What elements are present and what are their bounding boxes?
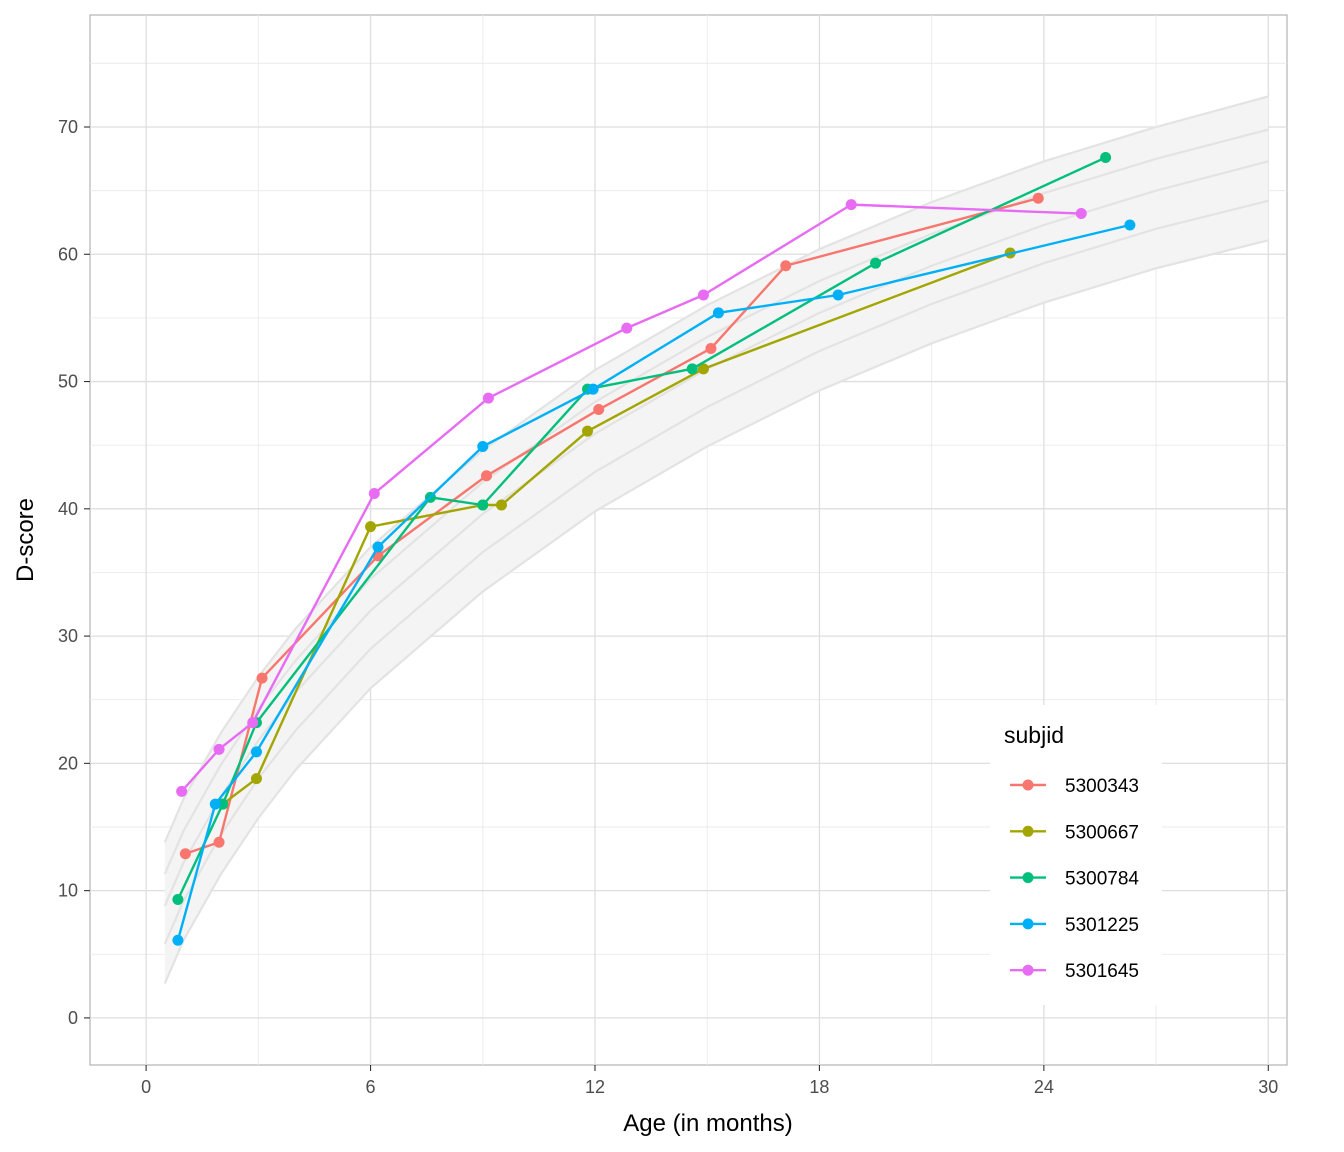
- data-point: [482, 392, 494, 404]
- y-axis-ticks: 0 10 20 30 40 50 60 70: [58, 117, 90, 1028]
- legend-label: 5300784: [1065, 869, 1139, 890]
- y-tick-label: 20: [58, 753, 78, 773]
- data-point: [1100, 152, 1112, 164]
- y-axis-title: D-score: [12, 498, 39, 582]
- data-point: [368, 488, 380, 500]
- data-point: [365, 521, 377, 533]
- data-point: [593, 404, 605, 416]
- series-5301645: [176, 199, 1087, 797]
- data-point: [712, 307, 724, 319]
- reference-curve: [163, 239, 1269, 984]
- legend-key-point: [1022, 872, 1034, 884]
- data-point: [372, 541, 384, 553]
- legend-key-point: [1022, 964, 1034, 976]
- data-point: [845, 199, 857, 211]
- data-point: [247, 717, 259, 729]
- data-point: [176, 785, 188, 797]
- data-point: [209, 798, 221, 810]
- y-tick-label: 50: [58, 372, 78, 392]
- series-5301225: [172, 219, 1136, 946]
- legend-item: 5300784: [1010, 869, 1139, 890]
- x-tick-label: 18: [809, 1077, 829, 1097]
- data-point: [213, 743, 225, 755]
- legend-key-point: [1022, 779, 1034, 791]
- series-layer: [172, 152, 1136, 946]
- data-point: [256, 672, 268, 684]
- data-point: [172, 894, 184, 906]
- y-tick-label: 70: [58, 117, 78, 137]
- data-point: [179, 848, 191, 860]
- y-tick-label: 40: [58, 499, 78, 519]
- legend-item: 5301645: [1010, 961, 1139, 982]
- data-point: [1124, 219, 1136, 231]
- legend-item: 5300667: [1010, 822, 1139, 843]
- legend-background: [990, 705, 1162, 1005]
- legend-label: 5300343: [1065, 776, 1139, 797]
- data-point: [621, 322, 633, 334]
- legend: subjid 5300343 5300667 5300784 5301225 53016…: [990, 705, 1162, 1005]
- x-axis-ticks: 0 6 12 18 24 30: [141, 1065, 1278, 1097]
- data-point: [477, 499, 489, 511]
- legend-key-point: [1022, 825, 1034, 837]
- data-point: [686, 363, 698, 375]
- legend-items: 5300343 5300667 5300784 5301225 5301645: [1010, 776, 1139, 982]
- data-point: [495, 499, 507, 511]
- x-axis-title: Age (in months): [623, 1110, 792, 1137]
- legend-key-point: [1022, 918, 1034, 930]
- data-point: [587, 383, 599, 395]
- legend-item: 5300343: [1010, 776, 1139, 797]
- legend-item: 5301225: [1010, 915, 1139, 936]
- data-point: [697, 289, 709, 301]
- data-point: [172, 934, 184, 946]
- y-tick-label: 10: [58, 881, 78, 901]
- legend-label: 5301645: [1065, 961, 1139, 982]
- reference-band-fill: [164, 96, 1269, 984]
- reference-curve: [163, 95, 1269, 843]
- y-tick-label: 0: [68, 1008, 78, 1028]
- x-tick-label: 30: [1258, 1077, 1278, 1097]
- x-tick-label: 12: [585, 1077, 605, 1097]
- data-point: [477, 440, 489, 452]
- data-point: [250, 746, 262, 758]
- legend-title: subjid: [1004, 722, 1064, 748]
- x-tick-label: 6: [366, 1077, 376, 1097]
- data-point: [481, 470, 493, 482]
- y-tick-label: 60: [58, 244, 78, 264]
- legend-label: 5301225: [1065, 915, 1139, 936]
- data-point: [780, 260, 792, 272]
- legend-label: 5300667: [1065, 822, 1139, 843]
- x-tick-label: 0: [141, 1077, 151, 1097]
- series-line: [222, 251, 1011, 806]
- data-point: [582, 425, 594, 437]
- series-5300343: [179, 192, 1044, 860]
- data-point: [870, 257, 882, 269]
- data-point: [832, 289, 844, 301]
- data-point: [213, 836, 225, 848]
- y-tick-label: 30: [58, 626, 78, 646]
- x-tick-label: 24: [1034, 1077, 1054, 1097]
- data-point: [697, 363, 709, 375]
- data-point: [250, 773, 262, 785]
- data-point: [705, 342, 717, 354]
- data-point: [1075, 208, 1087, 220]
- reference-curve: [163, 199, 1269, 945]
- data-point: [1032, 192, 1044, 204]
